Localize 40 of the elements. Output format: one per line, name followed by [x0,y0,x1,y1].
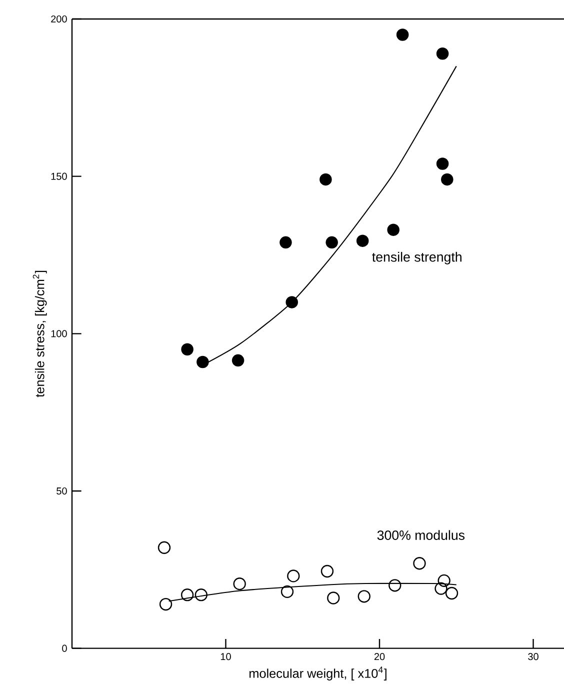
point [232,354,244,367]
point [287,570,300,582]
point [387,224,400,236]
point [158,541,171,554]
point [181,343,194,356]
y-tick-label: 100 [51,330,67,338]
y-axis-title: tensile stress, [kg/cm$^{2}$] [32,270,47,398]
series-label: tensile strength [372,252,462,264]
point [358,590,370,603]
point [436,47,449,60]
point [445,586,458,600]
point [356,234,369,247]
x-tick-label: 30 [528,653,538,660]
point [280,236,292,249]
series-label: 300% modulus [377,530,465,540]
point [327,592,340,604]
y-tick-label: 150 [51,172,67,180]
point [286,296,298,308]
x-tick-label: 20 [374,653,385,660]
point [320,173,332,186]
point [396,28,409,41]
x-tick-label: 10 [220,653,231,660]
y-tick-label: 50 [56,487,67,495]
point [434,582,448,595]
point [280,585,294,598]
point [320,564,334,578]
point [436,158,449,170]
x-axis-title: molecular weight, [ x10$^{4}$] [250,666,386,680]
point [180,588,194,602]
y-tick-label: 200 [51,15,67,23]
point [438,574,450,588]
point [413,557,426,570]
point [194,588,208,602]
y-tick-label: 0 [62,644,67,652]
point [326,236,338,249]
point [441,173,454,186]
point [388,579,402,592]
point [159,598,172,611]
point [233,577,246,590]
point [196,356,209,368]
